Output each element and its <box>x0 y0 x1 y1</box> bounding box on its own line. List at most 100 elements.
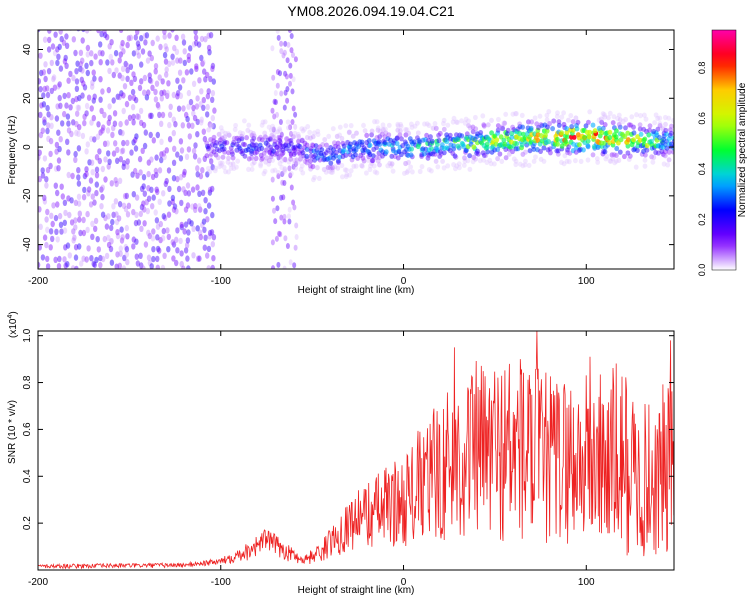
spectrogram-cell <box>124 192 129 200</box>
spectrogram-cell <box>613 134 619 140</box>
spectrogram-cell <box>201 128 206 135</box>
spectrogram-cell <box>398 123 404 129</box>
spectrogram-cell <box>452 153 458 159</box>
spectrogram-cell <box>111 211 116 218</box>
spectrogram-cell <box>300 128 306 134</box>
spectrogram-cell <box>333 143 338 149</box>
spectrogram-cell <box>649 138 654 144</box>
spectrogram-cell <box>394 135 400 141</box>
spectrogram-cell <box>115 157 120 164</box>
spectrogram-cell <box>544 117 550 123</box>
spectrogram-cell <box>501 120 507 126</box>
spectrogram-cell <box>444 139 450 145</box>
colorbar-tick-label: 0.0 <box>697 264 707 277</box>
spectrogram-cell <box>77 216 82 223</box>
spectrogram-cell <box>277 138 283 144</box>
spectrogram-cell <box>447 132 453 138</box>
spectrogram-cell <box>155 255 160 263</box>
spectrogram-cell <box>288 171 294 177</box>
spectrogram-cell <box>182 48 187 55</box>
spectrogram-cell <box>66 149 71 156</box>
spectrogram-cell <box>291 163 296 170</box>
spectrogram-cell <box>218 125 224 131</box>
spectrogram-cell <box>191 110 196 117</box>
snr-multiplier-exp: 4 <box>7 315 14 319</box>
spectrogram-cell <box>499 158 505 164</box>
spectrogram-cell <box>459 118 464 124</box>
spectrogram-cell <box>221 146 227 152</box>
spectrogram-cell <box>304 134 310 141</box>
spectrogram-cell <box>262 168 268 174</box>
spectrogram-cell <box>666 115 672 121</box>
spectrogram-cell <box>274 144 279 150</box>
spectrogram-cell <box>202 244 207 251</box>
spectrogram-cell <box>671 117 674 124</box>
spectrogram-cell <box>170 53 175 60</box>
spectrogram-cell <box>171 175 177 182</box>
spectrogram-cell <box>194 103 200 110</box>
spectrogram-cell <box>150 235 156 242</box>
spectrogram-cell <box>211 123 216 130</box>
spectrogram-cell <box>587 129 593 135</box>
spectrogram-cell <box>157 247 162 254</box>
spectrogram-cell <box>273 90 278 96</box>
spectrogram-cell <box>109 238 114 245</box>
spectrogram-cell <box>365 157 371 163</box>
spectrogram-y-tick-label: 20 <box>22 92 33 104</box>
spectrogram-cell <box>258 161 264 167</box>
spectrogram-cell <box>602 112 607 118</box>
spectrogram-cell <box>163 180 168 188</box>
spectrogram-cell <box>128 34 133 41</box>
spectrogram-cell <box>425 155 431 161</box>
spectrogram-cell <box>502 141 508 147</box>
spectrogram-cell <box>75 104 81 111</box>
spectrogram-cell <box>120 147 126 154</box>
spectrogram-cell <box>76 174 81 181</box>
spectrogram-cell <box>631 124 636 130</box>
spectrogram-cell <box>510 148 515 155</box>
spectrogram-cell <box>281 52 286 59</box>
spectrogram-cell <box>298 156 303 162</box>
spectrogram-cell <box>602 122 608 128</box>
spectrogram-cell <box>167 185 172 193</box>
spectrogram-cell <box>293 149 298 156</box>
spectrogram-cell <box>513 158 519 164</box>
spectrogram-cell <box>270 45 275 52</box>
spectrogram-cell <box>269 132 275 138</box>
spectrogram-cell <box>109 224 114 232</box>
spectrogram-cell <box>160 78 165 85</box>
spectrogram-cell <box>164 46 169 53</box>
spectrogram-cell <box>566 159 572 165</box>
spectrogram-cell <box>500 125 505 132</box>
spectrogram-cell <box>199 54 204 62</box>
spectrogram-cell <box>258 152 264 158</box>
spectrogram-cell <box>59 183 64 190</box>
spectrogram-cell <box>99 203 104 210</box>
spectrogram-cell <box>184 153 190 160</box>
spectrogram-cell <box>106 119 112 126</box>
spectrogram-cell <box>49 87 54 95</box>
spectrogram-cell <box>66 171 71 179</box>
spectrogram-cell <box>100 165 106 173</box>
spectrogram-cell <box>74 68 79 75</box>
spectrogram-cell <box>411 139 417 145</box>
spectrogram-cell <box>297 151 303 157</box>
spectrogram-cell <box>665 162 671 168</box>
spectrogram-cell <box>647 127 652 133</box>
spectrogram-cell <box>616 157 622 163</box>
spectrogram-cell <box>85 69 91 77</box>
spectrogram-cell <box>198 229 203 236</box>
spectrogram-cell <box>84 102 90 110</box>
spectrogram-cell <box>289 47 294 54</box>
spectrogram-cell <box>316 175 322 181</box>
spectrogram-cell <box>668 130 674 136</box>
spectrogram-cell <box>74 129 79 137</box>
spectrogram-cell <box>284 136 289 142</box>
spectrogram-cell <box>117 177 123 184</box>
spectrogram-cell <box>272 98 277 105</box>
spectrogram-cell <box>158 43 163 51</box>
spectrogram-cell <box>212 107 217 114</box>
spectrogram-cell <box>387 160 393 166</box>
spectrogram-cell <box>171 206 177 213</box>
spectrogram-cell <box>377 162 382 168</box>
